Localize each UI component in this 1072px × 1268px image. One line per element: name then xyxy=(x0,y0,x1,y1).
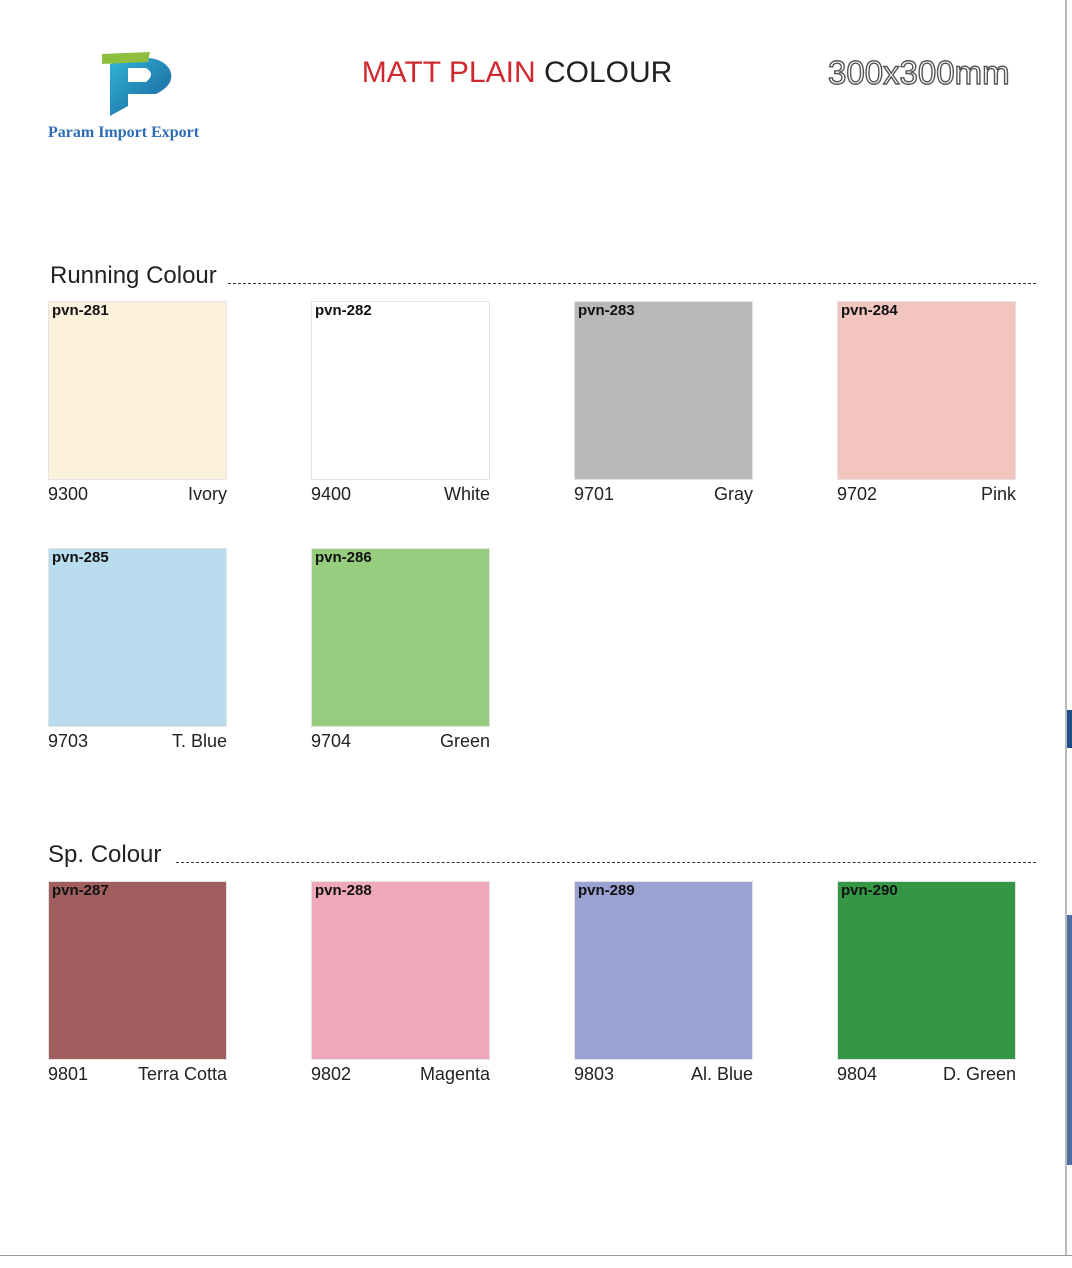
tile-number: 9801 xyxy=(48,1064,89,1084)
edge-line xyxy=(1065,0,1067,1256)
color-tile: pvn-283 xyxy=(574,301,753,480)
color-tile: pvn-282 xyxy=(311,301,490,480)
tile-name: White xyxy=(443,484,490,504)
color-tile: pvn-284 xyxy=(837,301,1016,480)
color-tile: pvn-287 xyxy=(48,881,227,1060)
tile-name: Gray xyxy=(713,484,753,504)
edge-bar xyxy=(1067,915,1072,1165)
tile-code: pvn-287 xyxy=(52,882,109,899)
tile-code: pvn-281 xyxy=(52,302,109,319)
tile-name: Green xyxy=(439,731,490,751)
title-accent: MATT PLAIN xyxy=(361,56,536,89)
section-title: Running Colour xyxy=(50,262,217,289)
section-title: Sp. Colour xyxy=(48,841,162,868)
color-tile: pvn-288 xyxy=(311,881,490,1060)
color-tile: pvn-281 xyxy=(48,301,227,480)
tile-code: pvn-286 xyxy=(315,549,372,566)
tile-name: D. Green xyxy=(942,1064,1016,1084)
tile-code: pvn-282 xyxy=(315,302,372,319)
tile-code: pvn-288 xyxy=(315,882,372,899)
tile-name: Ivory xyxy=(187,484,227,504)
tile-code: pvn-284 xyxy=(841,302,898,319)
title-rest: COLOUR xyxy=(543,56,673,89)
tile-number: 9300 xyxy=(48,484,89,504)
tile-number: 9804 xyxy=(837,1064,878,1084)
tile-name: T. Blue xyxy=(171,731,227,751)
edge-bar xyxy=(1067,710,1072,748)
color-tile: pvn-286 xyxy=(311,548,490,727)
tile-code: pvn-283 xyxy=(578,302,635,319)
color-tile: pvn-285 xyxy=(48,548,227,727)
tile-number: 9701 xyxy=(574,484,615,504)
tile-number: 9703 xyxy=(48,731,89,751)
tile-code: pvn-285 xyxy=(52,549,109,566)
divider xyxy=(228,283,1036,284)
tile-code: pvn-289 xyxy=(578,882,635,899)
tile-number: 9803 xyxy=(574,1064,615,1084)
bottom-line xyxy=(0,1255,1072,1256)
brand: Param Import Export xyxy=(48,124,200,141)
tile-number: 9400 xyxy=(311,484,352,504)
size: 300x300mm xyxy=(827,53,1010,91)
color-tile: pvn-289 xyxy=(574,881,753,1060)
title: MATT PLAIN COLOUR xyxy=(0,56,1034,90)
tile-name: Terra Cotta xyxy=(137,1064,227,1084)
logo xyxy=(102,52,172,116)
tile-name: Magenta xyxy=(419,1064,490,1084)
tile-number: 9802 xyxy=(311,1064,352,1084)
divider xyxy=(176,862,1036,863)
tile-name: Al. Blue xyxy=(690,1064,753,1084)
tile-number: 9704 xyxy=(311,731,352,751)
color-tile: pvn-290 xyxy=(837,881,1016,1060)
tile-number: 9702 xyxy=(837,484,878,504)
tile-name: Pink xyxy=(980,484,1016,504)
tile-code: pvn-290 xyxy=(841,882,898,899)
